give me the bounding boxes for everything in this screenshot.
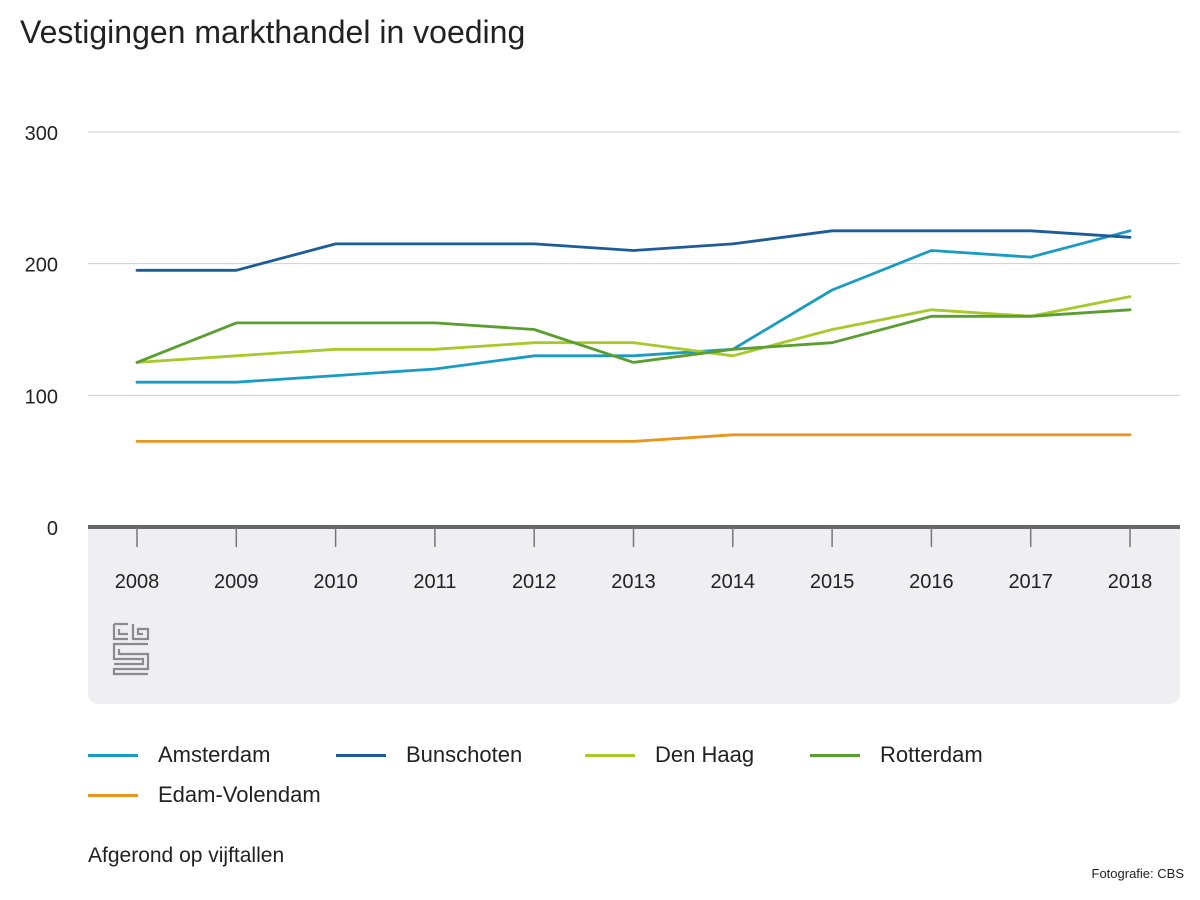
- legend-item-bunschoten: Bunschoten: [336, 742, 585, 767]
- x-axis-panel: [88, 527, 1180, 704]
- legend-item-amsterdam: Amsterdam: [88, 742, 336, 767]
- legend-swatch: [88, 753, 138, 757]
- legend-label: Bunschoten: [406, 742, 523, 767]
- legend-swatch: [88, 793, 138, 797]
- legend-label: Den Haag: [655, 742, 755, 767]
- x-tick-label: 2017: [1008, 571, 1053, 593]
- legend-item-edam-volendam: Edam-Volendam: [88, 782, 336, 807]
- series-line-den-haag: [135, 295, 1132, 364]
- x-tick-label: 2012: [512, 571, 557, 593]
- x-ticks: 2008 2009 2010 2011 2012 2013 2014 2015 2016 2017…: [115, 527, 1153, 593]
- y-tick-labels: 0 100 200 300: [25, 123, 58, 540]
- x-tick-label: 2008: [115, 571, 160, 593]
- y-tick-label: 200: [25, 255, 58, 277]
- x-tick-label: 2011: [413, 571, 456, 593]
- x-tick-label: 2009: [214, 571, 259, 593]
- y-tick-label: 300: [25, 123, 58, 145]
- legend-item-den-haag: Den Haag: [585, 742, 810, 767]
- series-lines: [135, 229, 1132, 443]
- legend-swatch: [810, 753, 860, 757]
- x-tick-label: 2016: [909, 571, 954, 593]
- rounding-note: Afgerond op vijftallen: [88, 844, 285, 867]
- series-line-bunschoten: [135, 229, 1132, 272]
- y-tick-label: 0: [47, 518, 58, 540]
- x-tick-label: 2014: [711, 571, 756, 593]
- x-tick-label: 2010: [313, 571, 358, 593]
- cbs-logo-icon: [112, 622, 150, 676]
- chart-title: Vestigingen markthandel in voeding: [20, 14, 526, 50]
- series-line-rotterdam: [135, 308, 1132, 364]
- series-line-edam-volendam: [135, 433, 1132, 443]
- legend-swatch: [336, 753, 386, 757]
- legend-label: Rotterdam: [880, 742, 983, 767]
- gridlines: [88, 131, 1180, 529]
- y-tick-label: 100: [25, 386, 58, 408]
- x-tick-label: 2015: [810, 571, 855, 593]
- legend-label: Edam-Volendam: [158, 782, 321, 807]
- legend-label: Amsterdam: [158, 742, 271, 767]
- legend-item-rotterdam: Rotterdam: [810, 742, 1058, 767]
- legend: Amsterdam Bunschoten Den Haag Rotterdam Edam…: [88, 742, 1088, 807]
- x-tick-label: 2013: [611, 571, 656, 593]
- series-line-amsterdam: [135, 229, 1132, 384]
- legend-swatch: [585, 753, 635, 757]
- x-tick-label: 2018: [1108, 571, 1153, 593]
- photo-credit: Fotografie: CBS: [1091, 866, 1185, 881]
